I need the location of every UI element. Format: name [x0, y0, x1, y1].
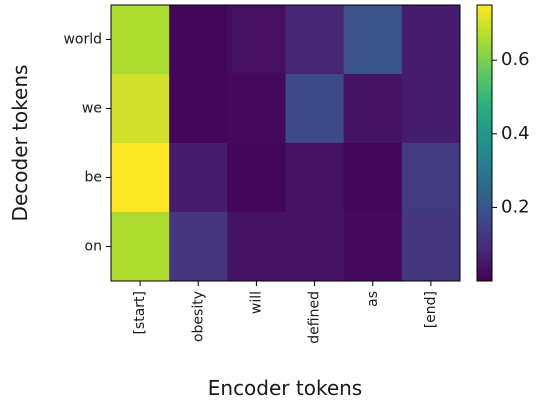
heatmap-cell	[401, 74, 461, 144]
heatmap-cell	[343, 5, 403, 75]
y-tick-labels: world we be on	[63, 32, 111, 255]
heatmap-cell	[343, 212, 403, 282]
y-tick-label: be	[85, 170, 103, 186]
x-tick-labels: [start] obesity will defined as [end]	[132, 281, 439, 344]
heatmap-cell	[285, 212, 345, 282]
heatmap-cells	[111, 5, 461, 282]
heatmap-cell	[401, 212, 461, 282]
heatmap-cell	[111, 143, 170, 213]
heatmap-cell	[169, 5, 228, 75]
x-tick-label: will	[248, 291, 264, 314]
heatmap-cell	[401, 143, 461, 213]
x-tick-label: [end]	[423, 291, 439, 328]
heatmap-cell	[285, 74, 345, 144]
colorbar	[476, 4, 493, 282]
y-tick-label: world	[63, 32, 102, 48]
x-tick-label: defined	[307, 291, 323, 344]
colorbar-tick-label: 0.2	[501, 196, 530, 217]
heatmap-cell	[227, 74, 286, 144]
colorbar-ticks: 0.2 0.4 0.6	[492, 49, 530, 217]
heatmap-cell	[227, 212, 286, 282]
heatmap-cell	[401, 5, 461, 75]
heatmap-cell	[343, 74, 403, 144]
y-axis-label: Decoder tokens	[8, 65, 32, 222]
y-tick-label: we	[82, 101, 102, 117]
heatmap-cell	[169, 212, 228, 282]
heatmap-cell	[111, 74, 170, 144]
heatmap-cell	[285, 5, 345, 75]
x-tick-label: [start]	[132, 291, 148, 335]
heatmap-cell	[343, 143, 403, 213]
plot-frame	[110, 4, 461, 282]
heatmap-cell	[227, 143, 286, 213]
y-tick-label: on	[85, 239, 102, 255]
x-axis-label: Encoder tokens	[208, 376, 362, 400]
heatmap-cell	[227, 5, 286, 75]
x-tick-label: as	[365, 291, 381, 307]
x-tick-label: obesity	[190, 291, 206, 342]
heatmap-cell	[285, 143, 345, 213]
heatmap-cell	[111, 212, 170, 282]
heatmap-cell	[169, 143, 228, 213]
colorbar-tick-label: 0.4	[501, 123, 530, 144]
heatmap-cell	[111, 5, 170, 75]
colorbar-tick-label: 0.6	[501, 49, 530, 70]
heatmap-cell	[169, 74, 228, 144]
